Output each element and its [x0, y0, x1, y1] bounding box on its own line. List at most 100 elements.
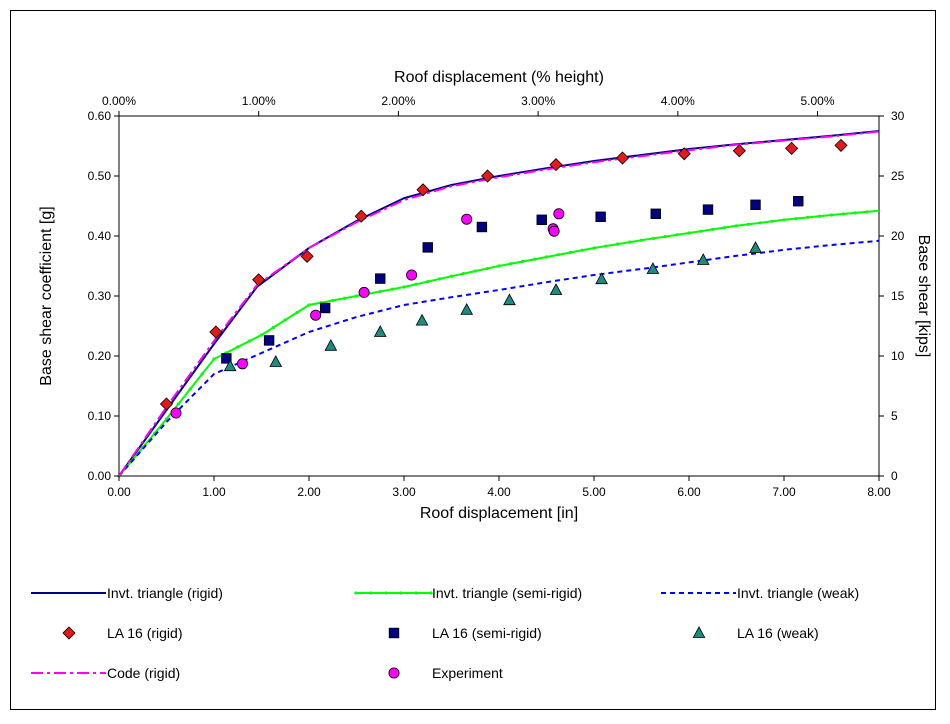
data-point-experiment [310, 309, 322, 321]
data-point-la-16-weak [696, 253, 710, 265]
series-point-invt-triangle-semi-rigid [461, 272, 465, 276]
legend-swatch-point-invt-triangle-semi-rigid [414, 591, 418, 595]
data-point-la-16-rigid [300, 249, 314, 263]
data-point-la-16-semi-rigid [263, 335, 275, 346]
legend-swatch-experiment [388, 667, 400, 679]
legend-item-la-16-rigid: LA 16 (rigid) [62, 625, 182, 641]
series-point-invt-triangle-semi-rigid [782, 218, 786, 222]
y-tick-label: 0.60 [88, 109, 112, 123]
y2-tick-label: 15 [891, 289, 905, 303]
series-point-invt-triangle-semi-rigid [331, 298, 335, 303]
series-point-invt-triangle-semi-rigid [343, 296, 347, 300]
legend-item-la-16-semi-rigid: LA 16 (semi-rigid) [388, 625, 542, 641]
legend-swatch-point-invt-triangle-semi-rigid [354, 591, 358, 595]
series-point-invt-triangle-semi-rigid [556, 253, 560, 257]
legend-swatch-point-invt-triangle-semi-rigid [399, 591, 403, 595]
series-point-invt-triangle-semi-rigid [592, 246, 596, 250]
legend-label-la-16-rigid: LA 16 (rigid) [107, 625, 182, 641]
series-point-invt-triangle-semi-rigid [354, 294, 359, 298]
series-point-invt-triangle-semi-rigid [390, 287, 394, 291]
y2-tick-label: 10 [891, 349, 905, 363]
series-point-invt-triangle-semi-rigid [746, 222, 750, 226]
data-point-la-16-semi-rigid [319, 302, 331, 314]
x2-tick-label: 2.00% [381, 94, 415, 108]
legend-swatch-la-16-weak [692, 626, 706, 638]
chart-svg: 0.00 1.00 2.00 3.00 4.00 5.00 6.00 7.00 8.00 0.00… [31, 69, 932, 681]
series-point-invt-triangle-semi-rigid [723, 226, 727, 230]
series-point-invt-triangle-semi-rigid [604, 244, 608, 248]
y-tick-label: 0.40 [88, 229, 112, 243]
series-code-rigid [118, 130, 880, 477]
series-point-invt-triangle-semi-rigid [711, 227, 715, 231]
data-point-la-16-weak [646, 262, 660, 274]
data-point-la-16-semi-rigid [221, 353, 232, 364]
data-point-experiment [461, 213, 473, 225]
legend-label-experiment: Experiment [432, 665, 503, 681]
x2-tick-label: 4.00% [661, 94, 695, 108]
series-point-invt-triangle-semi-rigid [616, 242, 620, 246]
series-point-invt-triangle-semi-rigid [307, 303, 311, 307]
x2-tick-label: 3.00% [521, 94, 555, 108]
y2-tick-label: 25 [891, 169, 905, 183]
x-tick-label: 5.00 [582, 485, 606, 499]
series-point-invt-triangle-semi-rigid [485, 266, 489, 271]
series-point-invt-triangle-semi-rigid [414, 282, 418, 286]
legend-label-invt-triangle-semi-rigid: Invt. triangle (semi-rigid) [432, 585, 582, 601]
chart-frame: 0.00 1.00 2.00 3.00 4.00 5.00 6.00 7.00 8.00 0.00… [10, 10, 936, 710]
series-experiment [170, 208, 565, 419]
y2-tick-label: 0 [891, 469, 898, 483]
data-point-la-16-semi-rigid [595, 211, 606, 223]
series-la-16-weak [223, 241, 762, 372]
series-point-invt-triangle-semi-rigid [675, 233, 679, 237]
data-point-la-16-weak [415, 313, 429, 326]
y-axis-title: Base shear coefficient [g] [38, 206, 55, 385]
data-point-experiment [553, 208, 565, 220]
series-point-invt-triangle-semi-rigid [628, 240, 632, 244]
series-point-invt-triangle-semi-rigid [663, 235, 667, 239]
series-point-invt-triangle-semi-rigid [473, 269, 477, 273]
data-point-la-16-weak [503, 293, 516, 306]
data-point-la-16-weak [269, 355, 283, 367]
series-point-invt-triangle-semi-rigid [770, 219, 774, 223]
data-point-experiment [358, 286, 370, 298]
legend-swatch-point-invt-triangle-semi-rigid [429, 591, 433, 595]
legend: Invt. triangle (rigid) Invt. triangle (se… [31, 585, 859, 681]
series-point-invt-triangle-semi-rigid [818, 214, 822, 218]
data-point-la-16-semi-rigid [536, 214, 547, 226]
series-point-invt-triangle-semi-rigid [568, 250, 572, 255]
y-tick-label: 0.50 [88, 169, 112, 183]
y-tick-label: 0.00 [88, 469, 112, 483]
data-point-la-16-rigid [159, 397, 174, 411]
series-point-invt-triangle-semi-rigid [651, 236, 655, 240]
data-point-la-16-semi-rigid [750, 199, 761, 211]
series-point-invt-triangle-semi-rigid [438, 277, 442, 281]
series-point-invt-triangle-semi-rigid [806, 215, 810, 219]
legend-item-la-16-weak: LA 16 (weak) [692, 625, 819, 641]
y-tick-label: 0.10 [88, 409, 112, 423]
data-point-la-16-semi-rigid [422, 242, 433, 253]
x-tick-label: 8.00 [867, 485, 891, 499]
y2-tick-label: 30 [891, 109, 905, 123]
data-point-la-16-rigid [834, 138, 848, 152]
data-point-la-16-weak [460, 302, 474, 315]
data-point-la-16-rigid [549, 158, 563, 172]
legend-swatch-la-16-semi-rigid [388, 627, 400, 639]
plot-border [118, 115, 880, 477]
series-point-invt-triangle-semi-rigid [544, 255, 549, 259]
plot-area [118, 115, 880, 477]
series-point-invt-triangle-semi-rigid [236, 345, 240, 349]
series-point-invt-triangle-semi-rigid [248, 339, 252, 343]
series-point-invt-triangle-semi-rigid [794, 217, 798, 221]
series-layer [117, 130, 880, 478]
x-tick-label: 1.00 [202, 485, 226, 499]
data-point-experiment [236, 358, 248, 370]
legend-item-invt-triangle-weak: Invt. triangle (weak) [661, 585, 859, 601]
series-point-invt-triangle-semi-rigid [426, 280, 430, 284]
series-point-invt-triangle-semi-rigid [402, 285, 406, 289]
series-point-invt-triangle-semi-rigid [699, 229, 703, 233]
data-point-la-16-semi-rigid [793, 195, 804, 207]
x-axis-title: Roof displacement [in] [420, 505, 578, 522]
series-line-code-rigid [118, 130, 880, 477]
x-tick-label: 7.00 [772, 485, 796, 499]
data-point-la-16-weak [595, 272, 608, 285]
